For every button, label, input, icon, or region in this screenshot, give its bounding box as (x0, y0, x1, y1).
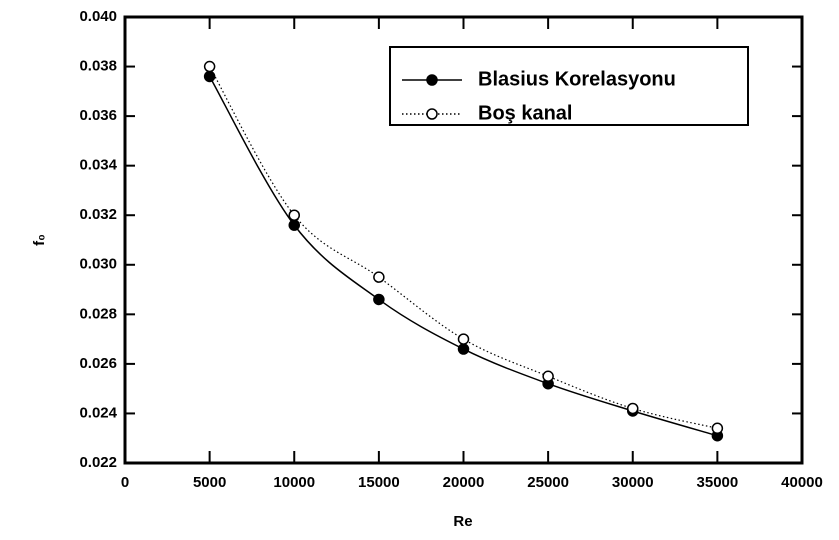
y-tick-label: 0.024 (79, 404, 117, 421)
x-tick-label: 40000 (781, 474, 823, 491)
legend-label: Blasius Korelasyonu (478, 68, 676, 90)
y-tick-label: 0.032 (79, 206, 117, 223)
y-tick-label: 0.028 (79, 305, 117, 322)
data-point (203, 70, 216, 83)
x-tick-label: 30000 (612, 474, 654, 491)
x-tick-label: 10000 (273, 474, 315, 491)
y-tick-label: 0.040 (79, 8, 117, 25)
data-point (288, 219, 300, 231)
x-tick-label: 25000 (527, 474, 569, 491)
x-tick-label: 5000 (193, 474, 226, 491)
data-point (457, 333, 470, 345)
data-point (373, 271, 385, 283)
x-tick-label: 15000 (358, 474, 400, 491)
y-tick-label: 0.022 (79, 454, 117, 471)
legend-box (389, 46, 749, 126)
y-tick-label: 0.030 (79, 256, 117, 273)
legend-marker (426, 108, 438, 120)
data-point (457, 343, 470, 355)
data-point (203, 60, 216, 73)
y-tick-label: 0.038 (79, 58, 117, 75)
y-tick-label: 0.036 (79, 107, 117, 124)
x-tick-label: 0 (121, 474, 129, 491)
x-tick-label: 20000 (443, 474, 485, 491)
data-point (288, 209, 300, 221)
data-point (542, 370, 554, 383)
legend-label: Boş kanal (478, 102, 572, 124)
y-tick-label: 0.034 (79, 157, 117, 174)
data-point (627, 402, 639, 415)
series-line (208, 76, 718, 437)
y-axis-label: f₀ (31, 234, 48, 246)
data-point (373, 293, 385, 306)
legend-marker (426, 74, 438, 86)
x-tick-label: 35000 (697, 474, 739, 491)
data-point (711, 422, 724, 435)
y-tick-label: 0.026 (79, 355, 117, 372)
x-axis-label: Re (453, 513, 472, 530)
